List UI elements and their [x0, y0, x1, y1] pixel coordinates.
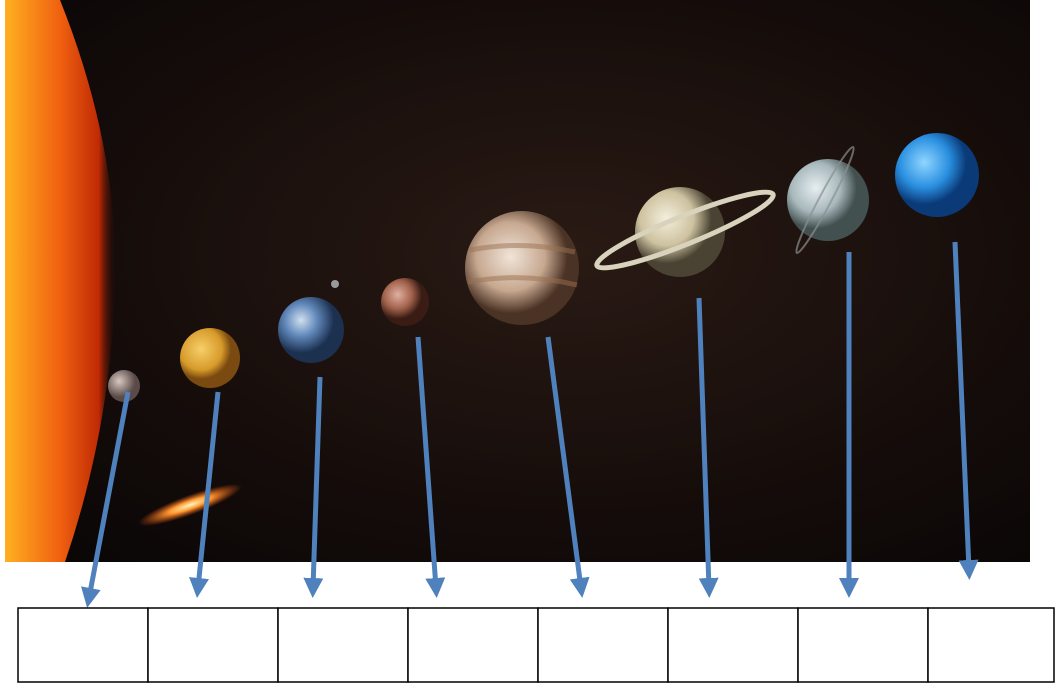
jupiter: [465, 211, 579, 325]
answer-box: [407, 607, 539, 683]
arrow: [545, 336, 590, 598]
answer-box: [277, 607, 409, 683]
saturn-ring: [594, 189, 776, 271]
answer-box: [537, 607, 669, 683]
answer-boxes: [17, 607, 1055, 683]
uranus: [787, 159, 869, 241]
uranus-ring: [795, 145, 855, 255]
jupiter-bands: [467, 242, 578, 288]
answer-box: [927, 607, 1055, 683]
comet: [138, 483, 242, 527]
answer-box: [17, 607, 149, 683]
neptune: [895, 133, 979, 217]
arrow: [696, 297, 719, 598]
venus: [180, 328, 240, 388]
answer-box: [147, 607, 279, 683]
arrow: [952, 241, 979, 580]
arrow: [189, 391, 221, 598]
mercury: [108, 370, 140, 402]
earth: [278, 297, 344, 363]
moon: [331, 280, 339, 288]
arrow: [81, 391, 131, 608]
arrow: [303, 376, 324, 598]
answer-box: [667, 607, 799, 683]
answer-box: [797, 607, 929, 683]
arrows: [81, 241, 979, 608]
sun: [5, 0, 116, 562]
mars: [381, 278, 429, 326]
arrow: [415, 336, 446, 598]
